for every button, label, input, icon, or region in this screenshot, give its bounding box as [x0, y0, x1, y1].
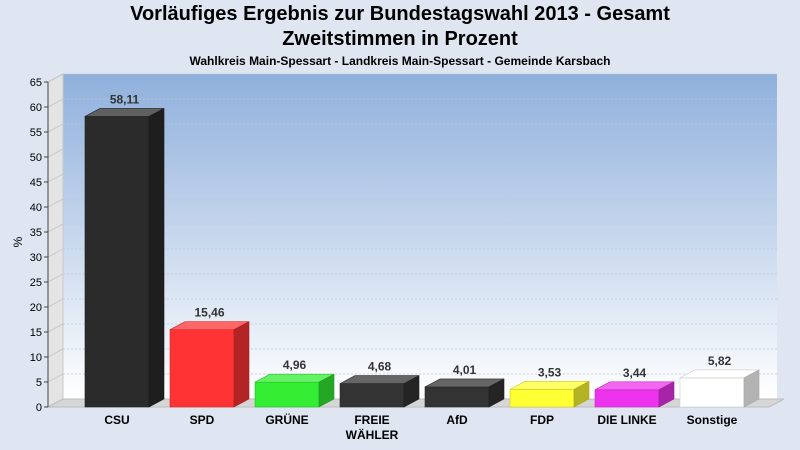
y-tick-label: 10 [30, 352, 42, 364]
gridline-side [47, 148, 64, 158]
y-tick-label: 60 [30, 102, 42, 114]
bar-side [233, 321, 250, 408]
y-tick-label: 45 [30, 177, 42, 189]
y-tick-label: 40 [30, 202, 42, 214]
bar-side [148, 107, 165, 408]
y-tick-label: 5 [36, 377, 42, 389]
gridline-side [47, 348, 64, 358]
y-tick-label: 50 [30, 152, 42, 164]
bar-side [403, 375, 420, 408]
y-tick-label: 25 [30, 277, 42, 289]
x-tick-label: Sonstige [687, 413, 738, 427]
bar-value-label: 58,11 [110, 92, 140, 106]
bar-side [488, 378, 505, 408]
y-tick-label: 30 [30, 252, 42, 264]
y-tick-label: 55 [30, 127, 42, 139]
bar-value-label: 4,01 [453, 363, 477, 377]
bar-side [658, 381, 675, 408]
bar-value-label: 4,68 [368, 360, 392, 374]
bar-side [318, 373, 335, 408]
x-tick-label: FREIE [354, 413, 389, 427]
x-tick-label: AfD [446, 413, 468, 427]
y-tick-label: 20 [30, 302, 42, 314]
bar-value-label: 3,44 [623, 366, 647, 380]
y-tick-label: 0 [36, 402, 42, 414]
y-tick-label: 15 [30, 327, 42, 339]
gridline-side [47, 273, 64, 283]
y-tick-label: 65 [30, 77, 42, 89]
gridline-side [47, 323, 64, 333]
bar [594, 389, 660, 408]
bar-value-label: 4,96 [283, 358, 307, 372]
bar [169, 329, 235, 408]
gridline-side [47, 198, 64, 208]
x-tick-label: CSU [104, 413, 129, 427]
bar-side [573, 380, 590, 408]
bar [424, 386, 490, 408]
gridline-side [47, 298, 64, 308]
gridline-side [47, 123, 64, 133]
bar [509, 389, 575, 408]
chart-title: Vorläufiges Ergebnis zur Bundestagswahl … [130, 3, 670, 25]
plot-side-wall [47, 73, 64, 408]
x-tick-label: SPD [190, 413, 215, 427]
bar-side [743, 369, 760, 408]
gridline-side [47, 98, 64, 108]
gridline-side [47, 223, 64, 233]
bar [339, 383, 405, 408]
bar-value-label: 3,53 [538, 365, 562, 379]
gridline-side [47, 73, 64, 83]
bar-value-label: 15,46 [194, 306, 224, 320]
y-tick-label: 35 [30, 227, 42, 239]
chart-subtitle: Wahlkreis Main-Spessart - Landkreis Main… [189, 54, 611, 68]
x-tick-label: WÄHLER [346, 427, 399, 442]
chart-title-line2: Zweitstimmen in Prozent [282, 28, 518, 50]
x-tick-label: FDP [530, 413, 554, 427]
y-axis-label: % [11, 236, 25, 247]
bar-value-label: 5,82 [708, 354, 732, 368]
x-tick-label: GRÜNE [265, 412, 308, 427]
bar [254, 381, 320, 408]
gridline-side [47, 373, 64, 383]
gridline-side [47, 248, 64, 258]
gridline-side [47, 173, 64, 183]
x-tick-label: DIE LINKE [597, 413, 656, 427]
bar [679, 377, 745, 408]
bar [84, 116, 150, 408]
